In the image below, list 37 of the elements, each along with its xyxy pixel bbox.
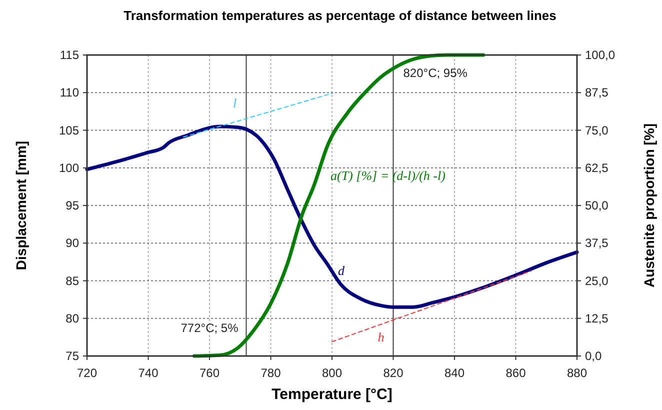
x-tick-label: 860 [506, 366, 526, 380]
y2-tick-label: 50,0 [585, 198, 609, 212]
x-tick-label: 800 [322, 366, 342, 380]
y-axis-title: Displacement [mm] [13, 140, 29, 270]
x-tick-label: 740 [138, 366, 159, 380]
ref-line-label: 820°C; 95% [403, 66, 468, 80]
series-label: h [378, 329, 384, 344]
line-series [85, 124, 579, 309]
x-tick-label: 820 [383, 366, 404, 380]
y2-tick-label: 37,5 [585, 236, 609, 250]
x-tick-label: 840 [444, 366, 465, 380]
y-tick-label: 90 [66, 236, 80, 250]
y-tick-label: 80 [66, 311, 80, 326]
y2-tick-label: 12,5 [585, 311, 609, 326]
series-label: l [232, 95, 237, 110]
chart-title: Transformation temperatures as percentage of distance between lines [124, 8, 556, 23]
y-tick-label: 95 [66, 198, 80, 212]
x-tick-label: 760 [199, 366, 220, 380]
y2-tick-label: 75,0 [585, 123, 609, 138]
y-tick-label: 75 [66, 349, 80, 363]
y-tick-label: 85 [66, 274, 80, 288]
y2-axis-title: Austenite proportion [%] [641, 123, 657, 288]
y-tick-label: 105 [58, 123, 80, 138]
y-tick-label: 110 [60, 86, 80, 100]
x-axis-title: Temperature [°C] [272, 386, 392, 403]
y2-tick-label: 100,0 [585, 48, 616, 62]
x-tick-label: 880 [566, 366, 588, 380]
y2-tick-label: 87,5 [585, 86, 609, 100]
y-tick-label: 100 [58, 160, 80, 175]
y2-tick-label: 62,5 [585, 160, 609, 175]
x-tick-label: 720 [76, 366, 98, 380]
series-label: d [338, 263, 345, 278]
x-tick-label: 780 [260, 366, 282, 380]
y2-tick-label: 25,0 [585, 274, 609, 288]
y2-tick-label: 0,0 [585, 349, 602, 363]
y-tick-label: 115 [60, 48, 80, 62]
ref-line-label: 772°C; 5% [180, 321, 239, 335]
